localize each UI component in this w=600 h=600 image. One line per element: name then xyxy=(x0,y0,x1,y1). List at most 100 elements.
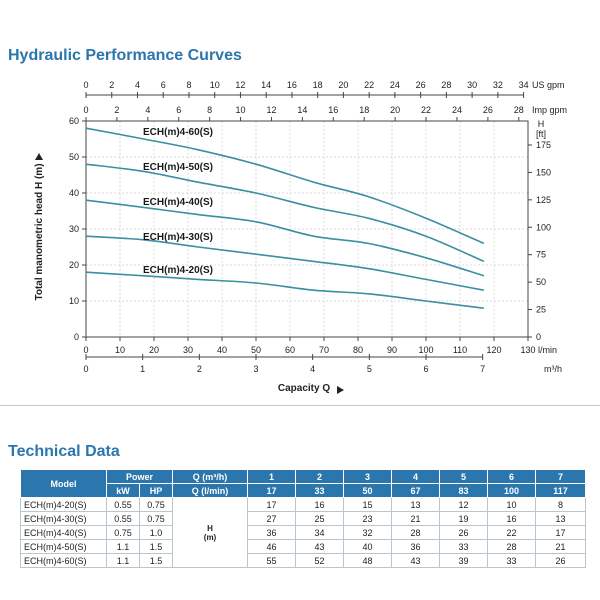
m3h-tick-label: 4 xyxy=(310,364,315,374)
m3h-tick-label: 2 xyxy=(197,364,202,374)
header-kw: kW xyxy=(106,483,140,498)
m3h-tick-label: 1 xyxy=(140,364,145,374)
x-axis-arrow-icon xyxy=(337,386,344,394)
us-gpm-unit-label: US gpm xyxy=(532,80,565,90)
head-unit-h: H xyxy=(207,523,213,533)
head-value-cell: 46 xyxy=(247,539,297,554)
head-value-cell: 17 xyxy=(535,525,587,540)
head-unit-label: H (m) xyxy=(172,497,249,568)
header-q-lmin-value: 17 xyxy=(247,483,297,498)
hp-cell: 0.75 xyxy=(138,497,174,512)
m3h-tick-label: 6 xyxy=(423,364,428,374)
x-tick-label: 30 xyxy=(183,345,193,355)
us-gpm-tick-label: 12 xyxy=(235,80,245,90)
head-value-cell: 13 xyxy=(391,497,441,512)
y-tick-label: 60 xyxy=(69,116,79,126)
feet-tick-label: 125 xyxy=(536,195,551,205)
head-value-cell: 23 xyxy=(343,511,393,526)
feet-tick-label: 100 xyxy=(536,222,551,232)
series-curve-4 xyxy=(85,271,484,309)
feet-unit-label: H xyxy=(538,119,545,129)
head-value-cell: 40 xyxy=(343,539,393,554)
model-cell: ECH(m)4-20(S) xyxy=(20,497,107,512)
us-gpm-tick-label: 26 xyxy=(416,80,426,90)
table-header-row-2: kW HP Q (l/min) 17 33 50 67 83 100 117 xyxy=(21,483,587,498)
us-gpm-tick-label: 14 xyxy=(261,80,271,90)
us-gpm-tick-label: 28 xyxy=(441,80,451,90)
x-axis-title: Capacity Q xyxy=(278,383,330,394)
head-value-cell: 16 xyxy=(295,497,345,512)
head-value-cell: 36 xyxy=(391,539,441,554)
us-gpm-tick-label: 10 xyxy=(210,80,220,90)
head-value-cell: 16 xyxy=(487,511,537,526)
header-q-m3h-value: 7 xyxy=(535,469,587,484)
hp-cell: 1.0 xyxy=(138,525,174,540)
x-tick-label: 100 xyxy=(418,345,433,355)
head-value-cell: 25 xyxy=(295,511,345,526)
header-q-lmin-value: 67 xyxy=(391,483,441,498)
us-gpm-tick-label: 2 xyxy=(109,80,114,90)
table-row: ECH(m)4-60(S) 1.1 1.5 55 52 48 43 39 33 26 xyxy=(20,553,587,568)
series-label: ECH(m)4-40(S) xyxy=(143,197,213,208)
head-unit-m: (m) xyxy=(203,532,217,542)
y-tick-label: 0 xyxy=(74,332,79,342)
x-unit-label: l/min xyxy=(538,345,557,355)
head-value-cell: 19 xyxy=(439,511,489,526)
x-tick-label: 130 xyxy=(520,345,535,355)
technical-heading: Technical Data xyxy=(8,443,120,460)
kw-cell: 0.55 xyxy=(106,511,140,526)
model-cell: ECH(m)4-60(S) xyxy=(20,553,107,568)
kw-cell: 1.1 xyxy=(106,553,140,568)
imp-gpm-tick-label: 2 xyxy=(114,105,119,115)
head-value-cell: 21 xyxy=(535,539,587,554)
y-axis-arrow-icon xyxy=(35,153,43,160)
series-curve-2 xyxy=(85,199,485,277)
imp-gpm-tick-label: 10 xyxy=(236,105,246,115)
head-value-cell: 34 xyxy=(295,525,345,540)
table-row: ECH(m)4-40(S) 0.75 1.0 36 34 32 28 26 22 17 xyxy=(20,525,587,540)
imp-gpm-tick-label: 12 xyxy=(266,105,276,115)
imp-gpm-tick-label: 0 xyxy=(83,105,88,115)
header-hp: HP xyxy=(138,483,174,498)
hp-cell: 0.75 xyxy=(138,511,174,526)
hp-cell: 1.5 xyxy=(138,553,174,568)
x-tick-label: 120 xyxy=(486,345,501,355)
header-q-m3h-value: 4 xyxy=(391,469,441,484)
feet-tick-label: 25 xyxy=(536,305,546,315)
head-value-cell: 12 xyxy=(439,497,489,512)
header-q-m3h-value: 3 xyxy=(343,469,393,484)
imp-gpm-tick-label: 6 xyxy=(176,105,181,115)
feet-tick-label: 0 xyxy=(536,332,541,342)
model-cell: ECH(m)4-30(S) xyxy=(20,511,107,526)
y-tick-label: 20 xyxy=(69,260,79,270)
header-q-lmin-value: 33 xyxy=(295,483,345,498)
header-q-lmin-value: 100 xyxy=(487,483,537,498)
head-value-cell: 27 xyxy=(247,511,297,526)
head-value-cell: 55 xyxy=(247,553,297,568)
m3h-tick-label: 0 xyxy=(83,364,88,374)
us-gpm-tick-label: 34 xyxy=(519,80,529,90)
us-gpm-tick-label: 30 xyxy=(467,80,477,90)
us-gpm-tick-label: 0 xyxy=(83,80,88,90)
kw-cell: 0.55 xyxy=(106,497,140,512)
y-tick-label: 30 xyxy=(69,224,79,234)
table-row: ECH(m)4-20(S) 0.55 0.75 H (m) 17 16 15 13 12 10 8 xyxy=(20,497,587,568)
table-row: ECH(m)4-30(S) 0.55 0.75 27 25 23 21 19 16 13 xyxy=(20,511,587,526)
feet-tick-label: 175 xyxy=(536,140,551,150)
head-value-cell: 22 xyxy=(487,525,537,540)
head-value-cell: 32 xyxy=(343,525,393,540)
imp-gpm-tick-label: 4 xyxy=(145,105,150,115)
us-gpm-tick-label: 16 xyxy=(287,80,297,90)
us-gpm-tick-label: 20 xyxy=(338,80,348,90)
head-value-cell: 43 xyxy=(295,539,345,554)
header-model: Model xyxy=(20,469,107,498)
m3h-unit-label: m³/h xyxy=(544,364,562,374)
head-value-cell: 21 xyxy=(391,511,441,526)
imp-gpm-tick-label: 18 xyxy=(359,105,369,115)
feet-tick-label: 50 xyxy=(536,277,546,287)
imp-gpm-tick-label: 8 xyxy=(207,105,212,115)
us-gpm-tick-label: 18 xyxy=(313,80,323,90)
m3h-tick-label: 7 xyxy=(480,364,485,374)
header-q-m3h-value: 1 xyxy=(247,469,297,484)
head-value-cell: 17 xyxy=(247,497,297,512)
